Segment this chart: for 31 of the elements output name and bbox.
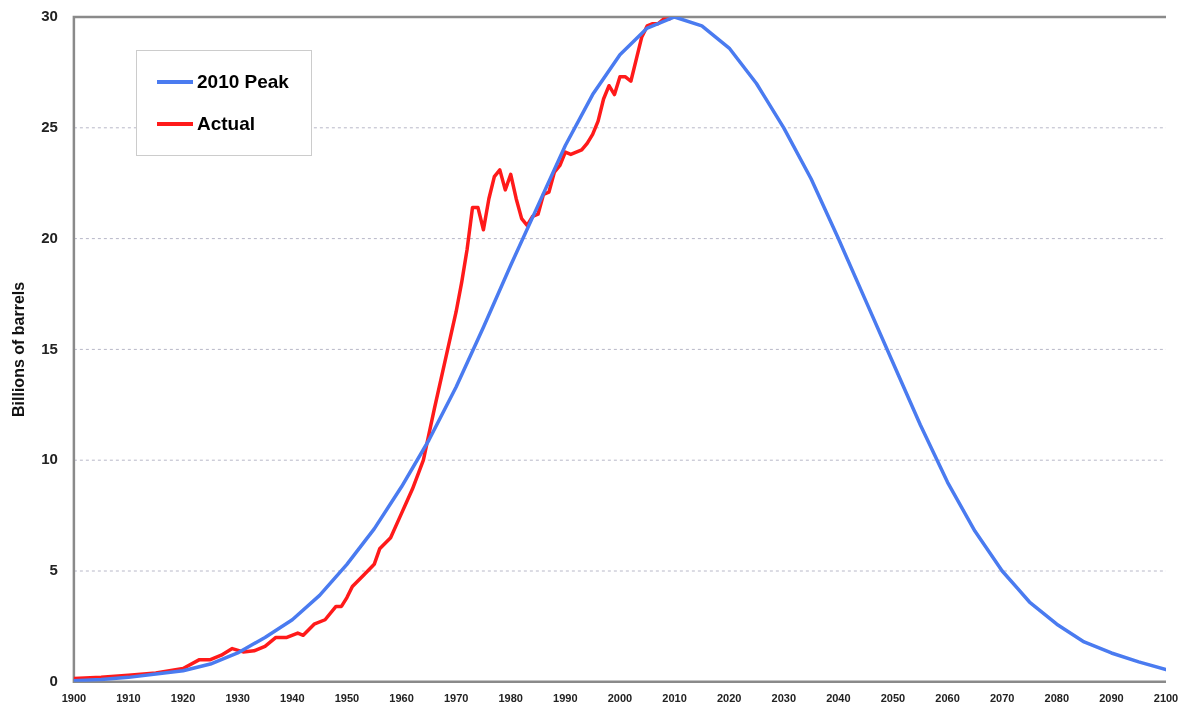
y-tick-label: 5 [49, 561, 58, 579]
x-tick-label: 1980 [498, 692, 523, 705]
x-tick-label: 2050 [880, 692, 906, 705]
x-tick-label: 1970 [443, 692, 469, 705]
x-tick-label: 1920 [170, 692, 196, 705]
legend-label: Actual [197, 113, 256, 135]
x-tick-label: 2080 [1044, 692, 1070, 705]
y-tick-label: 20 [41, 228, 58, 246]
x-tick-label: 2020 [716, 692, 742, 705]
x-tick-label: 1950 [334, 692, 360, 705]
y-tick-label: 0 [49, 671, 58, 689]
y-tick-label: 10 [41, 450, 58, 468]
x-tick-label: 2060 [935, 692, 960, 705]
x-tick-label: 2070 [989, 692, 1015, 705]
x-tick-label: 2030 [771, 692, 796, 705]
legend-label: 2010 Peak [197, 71, 289, 93]
x-tick-label: 1910 [116, 692, 141, 705]
x-tick-label: 2010 [662, 692, 687, 705]
x-tick-label: 2090 [1099, 692, 1124, 705]
x-tick-label: 2100 [1153, 692, 1179, 705]
y-tick-label: 15 [41, 339, 58, 357]
x-tick-label: 1990 [553, 692, 578, 705]
x-tick-label: 1960 [389, 692, 414, 705]
x-tick-label: 1940 [280, 692, 305, 705]
x-tick-label: 2000 [607, 692, 633, 705]
y-axis-title: Billions of barrels [10, 281, 28, 417]
x-tick-label: 1900 [61, 692, 87, 705]
y-tick-label: 30 [41, 7, 58, 25]
y-tick-label: 25 [41, 117, 58, 135]
x-tick-label: 1930 [225, 692, 250, 705]
x-tick-label: 2040 [826, 692, 851, 705]
